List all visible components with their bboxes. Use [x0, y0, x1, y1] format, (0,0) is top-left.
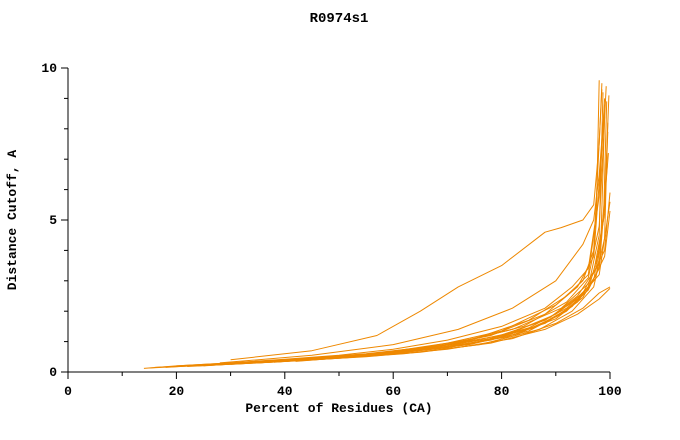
- y-tick-label: 10: [41, 61, 57, 76]
- series-line: [198, 122, 609, 367]
- series-line: [187, 98, 606, 367]
- series-line: [219, 104, 606, 364]
- x-tick-label: 60: [385, 384, 401, 399]
- y-tick-label: 5: [49, 213, 57, 228]
- series-line: [252, 153, 609, 364]
- x-tick-label: 0: [64, 384, 72, 399]
- series-line: [230, 83, 603, 361]
- series-line: [219, 95, 610, 366]
- series-line: [149, 101, 608, 369]
- x-tick-label: 80: [494, 384, 510, 399]
- chart-title: R0974s1: [310, 11, 369, 27]
- series-line: [295, 210, 611, 362]
- x-tick-label: 40: [277, 384, 293, 399]
- series-line: [273, 165, 608, 363]
- x-tick-label: 100: [598, 384, 622, 399]
- x-axis-label: Percent of Residues (CA): [245, 401, 432, 416]
- series-line: [198, 192, 611, 366]
- x-tick-label: 20: [169, 384, 185, 399]
- series-line: [241, 131, 609, 364]
- y-tick-label: 0: [49, 365, 57, 380]
- y-axis-label: Distance Cutoff, A: [5, 150, 20, 291]
- series-line: [208, 86, 607, 366]
- series-line: [176, 201, 611, 367]
